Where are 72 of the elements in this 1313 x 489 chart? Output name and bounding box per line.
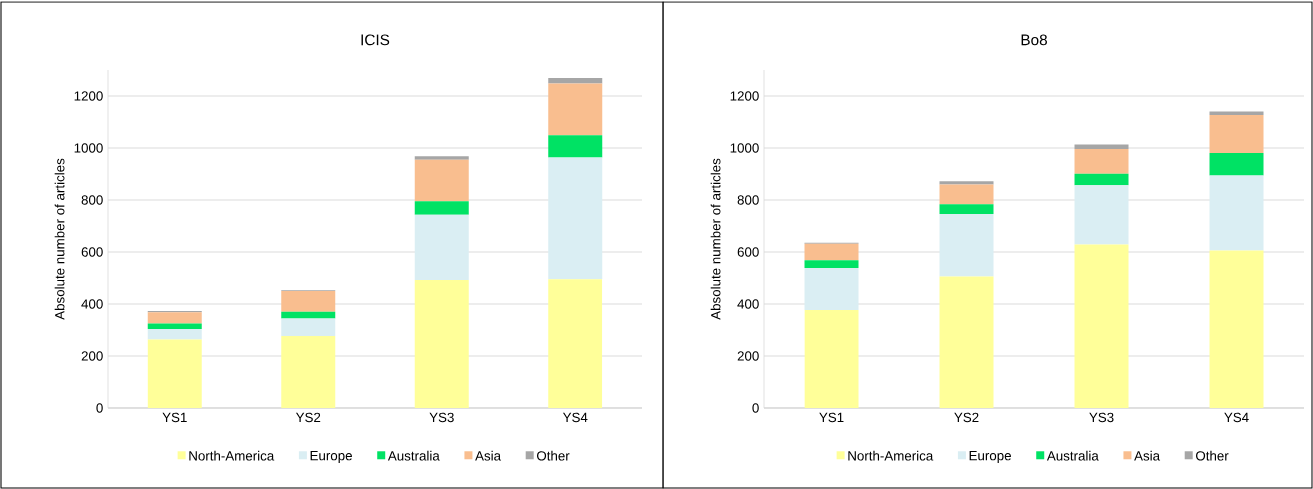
legend-label: Europe [310, 451, 352, 463]
y-tick-label: 1000 [74, 143, 103, 153]
bar [548, 83, 603, 136]
y-tick-label: 0 [752, 403, 759, 413]
bar [414, 214, 469, 281]
legend-label: North-America [848, 450, 934, 461]
x-tick-label: YS4 [1224, 412, 1249, 423]
x-tick-label: YS1 [819, 412, 844, 423]
bar [1209, 152, 1264, 176]
bar [548, 157, 603, 280]
bar [939, 181, 994, 185]
x-tick-label: YS3 [1089, 412, 1114, 423]
bar [1209, 250, 1264, 408]
y-axis-title: Absolute number of articles [54, 158, 65, 320]
bar [804, 309, 859, 408]
legend-label: Europe [969, 451, 1011, 463]
y-tick-label: 1200 [74, 91, 103, 101]
bar [804, 268, 859, 310]
x-tick-label: YS3 [429, 412, 454, 423]
bar [804, 260, 859, 269]
bar [414, 201, 469, 215]
legend-label: Australia [1046, 450, 1099, 461]
bar [939, 204, 994, 215]
bar [939, 214, 994, 277]
legend-label: Asia [475, 450, 502, 461]
bar [147, 328, 202, 340]
bar [147, 339, 202, 408]
bar [281, 335, 336, 408]
y-tick-label: 400 [81, 299, 103, 309]
y-tick-label: 1000 [730, 143, 759, 153]
chart-title: Bo8 [1021, 34, 1047, 46]
bar [804, 243, 859, 261]
legend-label: North-America [189, 450, 275, 461]
legend-label: Other [536, 450, 570, 461]
y-tick-label: 600 [81, 247, 103, 257]
y-tick-label: 200 [737, 351, 759, 361]
bar [1209, 175, 1264, 251]
x-tick-label: YS2 [954, 412, 979, 423]
bar [414, 159, 469, 202]
y-tick-label: 0 [96, 403, 103, 413]
bar [548, 78, 603, 84]
bar [147, 323, 202, 329]
bar [281, 291, 336, 312]
x-tick-label: YS1 [162, 412, 187, 423]
bar [414, 280, 469, 408]
bar [548, 135, 603, 158]
x-tick-label: YS4 [562, 412, 588, 423]
bar [1209, 114, 1264, 153]
bar [939, 184, 994, 205]
bar [1074, 144, 1129, 150]
y-tick-label: 200 [81, 351, 103, 361]
bar [1074, 185, 1129, 245]
bar [548, 279, 603, 408]
legend-label: Australia [387, 450, 440, 461]
chart-title: ICIS [361, 34, 390, 46]
y-tick-label: 600 [737, 247, 759, 257]
bar [147, 312, 202, 324]
y-axis-title: Absolute number of articles [710, 158, 721, 320]
bar [1074, 149, 1129, 174]
bar [1074, 173, 1129, 186]
y-tick-label: 800 [737, 195, 759, 205]
legend-label: Asia [1134, 450, 1161, 461]
bar [939, 276, 994, 408]
bar [1074, 244, 1129, 408]
y-tick-label: 1200 [730, 91, 759, 101]
bar [414, 156, 469, 160]
x-tick-label: YS2 [295, 412, 321, 423]
y-tick-label: 400 [737, 299, 759, 309]
bar [281, 318, 336, 336]
legend-label: Other [1196, 450, 1229, 461]
bar [281, 311, 336, 319]
y-tick-label: 800 [81, 195, 103, 205]
